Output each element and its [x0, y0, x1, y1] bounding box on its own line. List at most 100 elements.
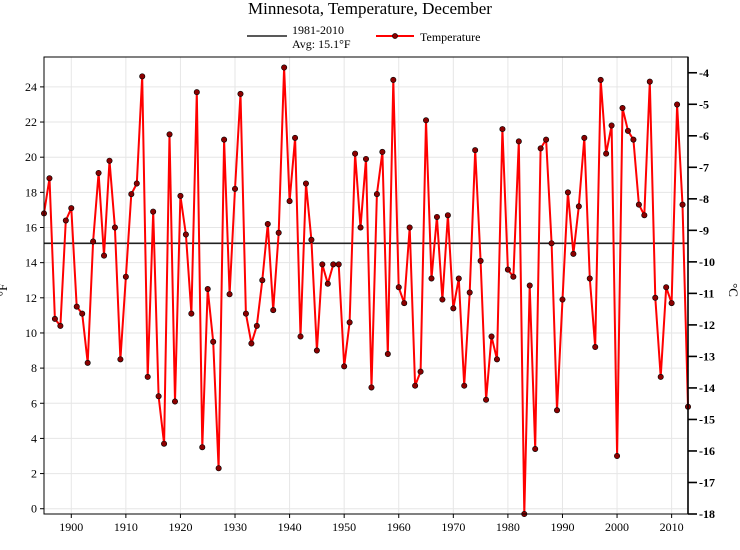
data-point — [155, 393, 162, 400]
data-point — [483, 396, 490, 403]
data-point — [450, 305, 457, 312]
legend-temperature-label: Temperature — [420, 30, 480, 44]
data-point — [226, 291, 233, 298]
x-tick-label: 1980 — [496, 520, 520, 534]
celsius-tick-label: -15 — [699, 412, 715, 426]
data-point — [559, 296, 566, 303]
data-point — [101, 252, 108, 259]
data-point — [46, 175, 53, 182]
y-tick-label: 24 — [25, 80, 37, 94]
plot-frame — [43, 56, 689, 515]
data-point — [488, 333, 495, 340]
chart-title: Minnesota, Temperature, December — [248, 0, 492, 18]
x-tick-label: 1910 — [114, 520, 138, 534]
data-point — [641, 212, 648, 219]
data-point — [150, 208, 157, 215]
data-point — [444, 212, 451, 219]
data-point — [575, 203, 582, 210]
data-point — [182, 231, 189, 238]
data-point — [461, 382, 468, 389]
data-point — [674, 101, 681, 108]
data-point — [95, 170, 102, 177]
data-point — [346, 319, 353, 326]
data-point — [423, 117, 430, 124]
data-point — [395, 284, 402, 291]
data-point — [248, 340, 255, 347]
data-point — [477, 257, 484, 264]
data-point — [106, 157, 113, 164]
data-point — [259, 277, 266, 284]
y-tick-label: 12 — [25, 291, 37, 305]
data-point — [275, 229, 282, 236]
data-point — [308, 236, 315, 243]
data-point — [330, 261, 337, 268]
data-point — [51, 315, 58, 322]
data-point — [548, 240, 555, 247]
data-point — [171, 398, 178, 405]
data-point — [270, 307, 277, 314]
x-tick-label: 1950 — [332, 520, 356, 534]
y-tick-label: 4 — [31, 431, 37, 445]
y-axis-label-fahrenheit: °F — [0, 284, 10, 296]
data-point — [292, 134, 299, 141]
data-point — [657, 373, 664, 380]
data-point — [373, 191, 380, 198]
data-point — [281, 64, 288, 71]
data-point — [619, 104, 626, 111]
data-point — [133, 180, 140, 187]
data-point — [630, 136, 637, 143]
data-point — [352, 150, 359, 157]
data-point — [455, 275, 462, 282]
celsius-tick-label: -5 — [699, 97, 709, 111]
data-point — [390, 76, 397, 83]
data-point — [79, 310, 86, 317]
legend-temperature-marker — [392, 33, 398, 39]
data-point — [635, 201, 642, 208]
data-point — [84, 359, 91, 366]
data-point — [368, 384, 375, 391]
celsius-tick-label: -10 — [699, 255, 715, 269]
data-point — [532, 445, 539, 452]
celsius-tick-label: -11 — [699, 286, 714, 300]
celsius-tick-label: -12 — [699, 318, 715, 332]
data-point — [679, 201, 686, 208]
data-point — [499, 126, 506, 133]
data-point — [237, 90, 244, 97]
data-point — [335, 261, 342, 268]
celsius-tick-label: -17 — [699, 475, 715, 489]
legend-average-value: Avg: 15.1°F — [292, 37, 351, 51]
data-point — [57, 322, 64, 329]
y-tick-label: 10 — [25, 326, 37, 340]
data-point — [264, 220, 271, 227]
data-point — [592, 344, 599, 351]
data-point — [193, 89, 200, 96]
y-axis-ticks-celsius: -4 -5 -6 -7 -8 -9 -10 -11 -12 -13 -14 -15 -16 -17 -18 — [688, 66, 715, 521]
data-point — [472, 147, 479, 154]
data-point — [510, 273, 517, 280]
data-point — [242, 310, 249, 317]
x-axis-ticks: 1900 1910 1920 1930 1940 1950 1960 1970 1980 1990… — [59, 514, 684, 534]
data-point — [111, 224, 118, 231]
data-point — [232, 185, 239, 192]
celsius-tick-label: -4 — [699, 66, 709, 80]
data-point — [554, 407, 561, 414]
y-tick-label: 22 — [25, 115, 37, 129]
data-point — [668, 300, 675, 307]
y-tick-label: 20 — [25, 150, 37, 164]
data-point — [204, 286, 211, 293]
x-tick-label: 1970 — [441, 520, 465, 534]
data-point — [161, 440, 168, 447]
data-point — [362, 155, 369, 162]
celsius-tick-label: -14 — [699, 381, 715, 395]
legend: 1981-2010 Avg: 15.1°F Temperature — [247, 23, 480, 51]
y-tick-label: 8 — [31, 361, 37, 375]
data-point — [564, 189, 571, 196]
y-axis-label-celsius: °C — [726, 283, 740, 297]
data-point — [412, 382, 419, 389]
data-point — [570, 250, 577, 257]
data-point — [646, 78, 653, 85]
data-point — [199, 444, 206, 451]
data-point — [177, 192, 184, 199]
